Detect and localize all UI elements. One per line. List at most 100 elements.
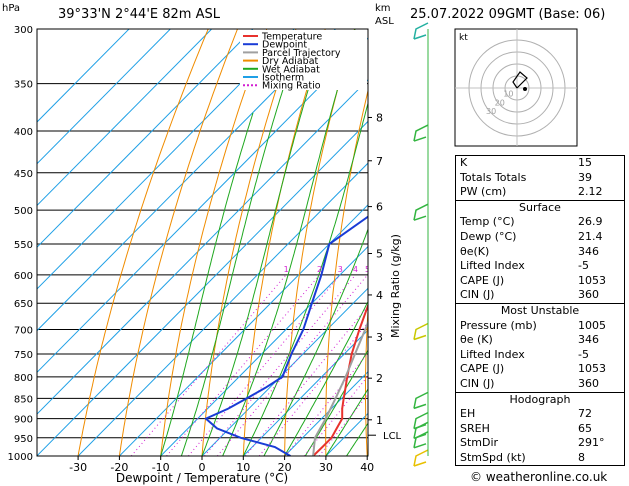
index-label: θe (K) — [460, 333, 493, 347]
height-tick-label: 4 — [376, 289, 383, 302]
wind-barb-flag — [413, 215, 427, 221]
mixing-ratio-line — [217, 274, 368, 456]
pressure-tick-label: 450 — [14, 169, 33, 180]
isotherm-line — [37, 29, 295, 290]
wet-adiabat-line — [160, 112, 254, 456]
index-value: 1005 — [577, 318, 606, 332]
dry-adiabat-line — [365, 303, 368, 456]
index-label: StmDir — [460, 436, 499, 450]
wet-adiabat-line — [222, 29, 356, 456]
height-tick-label: 8 — [376, 111, 383, 124]
height-tick-label: 6 — [376, 201, 383, 214]
isotherm-line — [37, 29, 130, 123]
storm-motion-marker — [523, 87, 527, 91]
wind-barb — [413, 449, 429, 467]
index-value: -5 — [577, 259, 589, 273]
pressure-tick-label: 500 — [14, 206, 33, 217]
x-axis-title: Dewpoint / Temperature (°C) — [116, 471, 288, 485]
lcl-label: LCL — [383, 431, 402, 442]
dry-adiabat-line — [242, 29, 326, 456]
pressure-tick-label: 350 — [14, 80, 33, 91]
index-value: 21.4 — [577, 229, 603, 243]
wet-adiabat-line — [180, 83, 286, 456]
index-value: 8 — [577, 450, 585, 464]
legend-label: Parcel Trajectory — [262, 48, 341, 59]
hodograph-ring-label: 30 — [486, 107, 496, 116]
index-section-title: Most Unstable — [456, 302, 624, 319]
dry-adiabat-line — [325, 88, 368, 456]
height-tick-label: 3 — [376, 331, 383, 344]
index-label: Dewp (°C) — [460, 229, 517, 243]
isotherm-line — [160, 245, 368, 456]
copyright-label: © weatheronline.co.uk — [470, 470, 608, 484]
mixing-ratio-label: 5 — [365, 265, 370, 274]
index-value: -5 — [577, 347, 589, 361]
isotherm-line — [37, 29, 171, 165]
index-label: K — [460, 156, 468, 169]
wind-barb — [413, 203, 429, 221]
isotherm-line — [37, 29, 254, 248]
index-label: EH — [460, 407, 476, 421]
pressure-tick-label: 700 — [14, 326, 33, 337]
index-label: Lifted Index — [460, 259, 525, 273]
index-value: 1053 — [577, 362, 606, 376]
index-value: 360 — [577, 288, 599, 302]
dry-adiabat-line — [77, 29, 209, 456]
height-tick-label: 5 — [376, 248, 383, 261]
height-tick-label: 1 — [376, 414, 383, 427]
index-label: Temp (°C) — [460, 215, 515, 229]
asl-label: ASL — [375, 16, 394, 27]
wet-adiabat-line — [263, 227, 368, 456]
wind-barb — [413, 391, 429, 409]
mixing-ratio-label: 10 — [402, 265, 412, 274]
wind-barb — [413, 124, 429, 142]
index-value: 26.9 — [577, 215, 603, 229]
mixing-ratio-label: 3 — [338, 265, 343, 274]
pressure-tick-label: 600 — [14, 271, 33, 282]
dry-adiabat-line — [404, 29, 442, 456]
legend-label: Temperature — [261, 32, 322, 43]
index-section-title: Hodograph — [456, 391, 624, 408]
legend-label: Dewpoint — [262, 40, 307, 51]
index-label: CAPE (J) — [460, 273, 505, 287]
hodograph-ring-label: 20 — [495, 98, 505, 107]
mixing-ratio-line — [166, 274, 320, 456]
hpa-label: hPa — [2, 3, 21, 14]
pressure-tick-label: 950 — [14, 434, 33, 445]
dry-adiabat-line — [118, 29, 238, 456]
pressure-tick-label: 550 — [14, 240, 33, 251]
hodograph-trace — [512, 71, 528, 89]
dry-adiabat-line — [160, 29, 268, 456]
wind-barb-flag — [413, 461, 427, 467]
index-value: 2.12 — [577, 185, 603, 199]
datetime-label: 25.07.2022 09GMT (Base: 06) — [410, 7, 606, 22]
pressure-tick-label: 850 — [14, 394, 33, 405]
pressure-tick-label: 400 — [14, 127, 33, 138]
index-label: PW (cm) — [460, 185, 507, 199]
wet-adiabat-line — [304, 349, 368, 456]
pressure-tick-label: 900 — [14, 415, 33, 426]
mixing-ratio-line — [188, 274, 341, 456]
mixing-ratio-label: 20 — [444, 265, 454, 274]
isotherm-line — [37, 120, 368, 456]
pressure-tick-label: 650 — [14, 299, 33, 310]
mixing-ratio-label: 2 — [317, 265, 322, 274]
series-line-dewpoint — [204, 215, 368, 456]
hodograph-ring-label: 10 — [503, 90, 513, 99]
mixing-ratio-line — [284, 352, 368, 456]
location-label: 39°33'N 2°44'E 82m ASL — [58, 7, 220, 22]
temp-tick-label: -20 — [110, 461, 128, 474]
temp-tick-label: 30 — [319, 461, 333, 474]
temp-tick-label: -30 — [69, 461, 87, 474]
height-tick-label: 7 — [376, 155, 383, 168]
index-label: StmSpd (kt) — [460, 450, 526, 464]
wind-barb — [413, 431, 429, 448]
index-value: 346 — [577, 333, 599, 347]
mixing-ratio-line — [130, 274, 287, 456]
index-label: θe(K) — [460, 244, 490, 258]
pressure-tick-label: 750 — [14, 350, 33, 361]
wind-barbs — [413, 22, 429, 467]
isotherm-line — [201, 287, 368, 456]
hodograph-unit: kt — [459, 33, 468, 43]
